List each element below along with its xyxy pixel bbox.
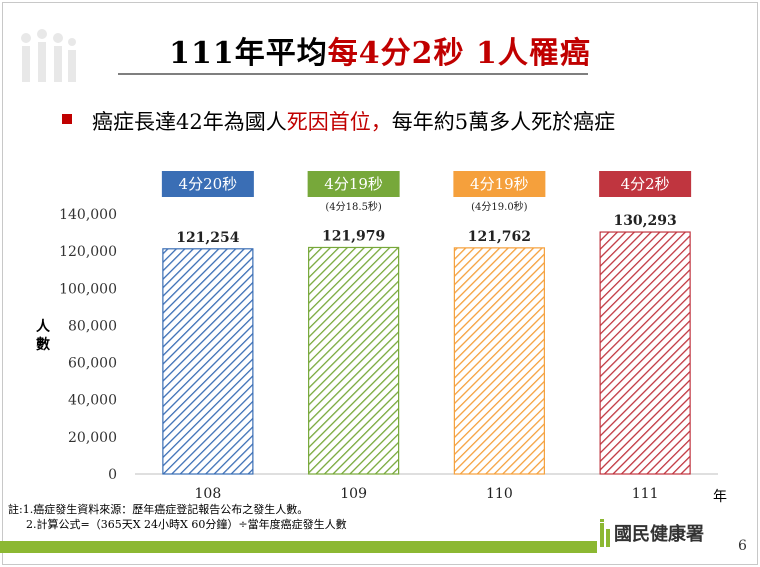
y-tick-label: 20,000 [68,430,117,446]
interval-badge [161,171,254,197]
interval-badge [453,171,546,197]
footer-bar [0,541,597,553]
subtitle-red: 死因首位， [286,110,392,134]
y-tick-label: 60,000 [68,356,117,372]
y-tick-label: 80,000 [68,318,117,334]
y-tick-label: 100,000 [59,281,117,297]
subtitle: 癌症長達42年為國人死因首位，每年約5萬多人死於癌症 [92,106,615,136]
interval-badge-label: 4分20秒 [179,175,238,193]
interval-badge [599,171,692,197]
footnote-1: 註:1.癌症發生資料來源：歷年癌症登記報告公布之發生人數。 [8,503,309,516]
people-logo-icon [21,29,76,82]
data-label: 121,762 [468,229,531,245]
y-tick-label: 140,000 [59,207,117,223]
page-number: 6 [738,538,747,554]
bullet-square-icon [62,114,72,124]
y-tick-label: 120,000 [59,244,117,260]
y-tick-label: 40,000 [68,393,117,409]
title-black-part: 111年平均 [169,36,328,71]
x-tick-label: 110 [486,486,513,502]
subtitle-black-1: 癌症長達42年為國人 [92,110,287,134]
interval-badge-label: 4分19秒 [324,175,383,193]
interval-badge-label: 4分19秒 [470,175,529,193]
bar-108 [162,248,254,475]
y-axis-label: 人數 [36,319,50,353]
interval-badge-label: 4分2秒 [621,175,670,193]
data-label: 121,979 [322,228,385,244]
interval-note: (4分18.5秒) [325,200,382,213]
agency-name: 國民健康署 [614,524,704,545]
agency-logo-icon [600,519,610,547]
subtitle-black-2: 每年約5萬多人死於癌症 [391,110,616,134]
x-tick-label: 109 [340,486,367,502]
interval-badge [307,171,400,197]
x-tick-label: 108 [195,486,222,502]
bar-111 [599,231,691,475]
y-tick-label: 0 [108,467,117,483]
data-label: 121,254 [176,230,240,246]
title-underline [118,73,588,75]
x-axis-label: 年 [713,489,727,505]
footnotes: 註:1.癌症發生資料來源：歷年癌症登記報告公布之發生人數。 2.計算公式=（36… [8,502,347,532]
title-red-part: 每4分2秒 1人罹癌 [327,36,591,71]
interval-note: (4分19.0秒) [471,200,528,213]
slide-title: 111年平均每4分2秒 1人罹癌 [0,28,760,72]
x-tick-label: 111 [632,486,659,502]
footnote-2: 2.計算公式=（365天X 24小時X 60分鐘）÷當年度癌症發生人數 [26,518,347,531]
data-label: 130,293 [613,213,676,229]
bar-110 [453,247,545,475]
bar-109 [308,246,400,475]
